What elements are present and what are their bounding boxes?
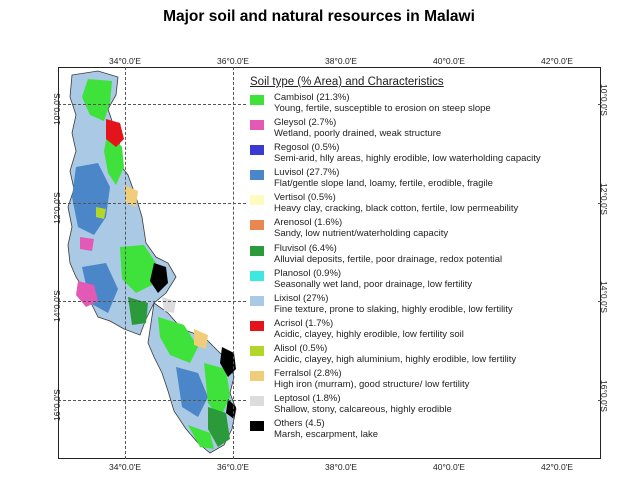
legend-item: Regosol (0.5%) Semi-arid, hlly areas, hig… [246,142,596,167]
latitude-label-left: 14°0.0'S [52,290,62,322]
latitude-label-right: 14°0.0'S [599,281,609,313]
legend-soil-description: Semi-arid, hlly areas, highly erodible, … [274,153,541,165]
legend-soil-description: Heavy clay, cracking, black cotton, fert… [274,203,519,215]
legend-soil-name: Cambisol (21.3%) [274,92,350,103]
legend-swatch [250,195,264,206]
cambisol-zone [120,245,156,293]
legend-swatch [250,145,264,156]
legend-soil-description: Sandy, low nutrient/waterholding capacit… [274,228,449,240]
longitude-label-bottom: 42°0.0'E [541,462,573,472]
legend-swatch [250,245,264,256]
legend-item: Luvisol (27.7%) Flat/gentle slope land, l… [246,167,596,192]
latitude-label-left: 10°0.0'S [52,93,62,125]
legend-swatch [250,320,264,331]
legend-item: Acrisol (1.7%) Acidic, clayey, highly ero… [246,318,596,343]
longitude-label-top: 36°0.0'E [217,56,249,66]
legend-soil-description: Shallow, stony, calcareous, highly erodi… [274,404,452,416]
legend-soil-name: Leptosol (1.8%) [274,393,341,405]
legend-soil-name: Fluvisol (6.4%) [274,242,337,254]
legend-swatch [250,170,264,181]
lake-area [220,347,236,377]
legend-soil-name: Vertisol (0.5%) [274,192,336,204]
cambisol-zone [82,79,112,121]
legend-swatch [250,220,264,231]
legend-swatch [250,120,264,131]
legend-item: Vertisol (0.5%) Heavy clay, cracking, bla… [246,192,596,217]
legend-soil-description: Alluvial deposits, fertile, poor drainag… [274,253,503,265]
cambisol-zone [188,425,214,449]
cambisol-zone [104,131,124,185]
lake-area [150,263,168,293]
alisol-zone [96,207,106,219]
legend-swatch [250,270,264,281]
legend-item: Fluvisol (6.4%) Alluvial deposits, fertil… [246,243,596,268]
legend-item: Planosol (0.9%) Seasonally wet land, poor… [246,268,596,293]
legend-item: Cambisol (21.3%) Young, fertile, suscepti… [246,92,596,117]
longitude-label-top: 40°0.0'E [433,56,465,66]
legend-soil-description: Marsh, escarpment, lake [274,429,379,441]
longitude-label-bottom: 40°0.0'E [433,462,465,472]
longitude-label-top: 34°0.0'E [109,56,141,66]
legend-item: Gleysol (2.7%) Wetland, poorly drained, w… [246,117,596,142]
gleysol-zone [76,281,98,307]
longitude-label-bottom: 34°0.0'E [109,462,141,472]
soil-legend: Soil type (% Area) and Characteristics C… [246,76,596,456]
legend-soil-description: Flat/gentle slope land, loamy, fertile, … [274,178,493,190]
legend-soil-name: Gleysol (2.7%) [274,117,337,129]
longitude-label-top: 38°0.0'E [325,56,357,66]
gleysol-zone [80,237,94,251]
legend-item: Others (4.5) Marsh, escarpment, lake [246,418,596,443]
fluvisol-zone [128,297,148,325]
legend-soil-description: Fine texture, prone to slaking, highly e… [274,303,513,315]
luvisol-zone [176,367,208,417]
legend-soil-description: Young, fertile, susceptible to erosion o… [274,103,491,114]
ferralsol-zone [194,329,208,349]
legend-swatch [250,95,264,105]
longitude-label-bottom: 36°0.0'E [217,462,249,472]
legend-soil-name: Lixisol (27%) [274,292,329,304]
cambisol-zone [204,363,230,419]
longitude-label-top: 42°0.0'E [541,56,573,66]
legend-swatch [250,295,264,306]
legend-soil-name: Alisol (0.5%) [274,342,328,354]
leptosol-zone [162,297,176,313]
legend-item: Leptosol (1.8%) Shallow, stony, calcareou… [246,393,596,418]
latitude-label-right: 10°0.0'S [599,84,609,116]
legend-swatch [250,421,264,432]
legend-item: Alisol (0.5%) Acidic, clayey, high alumin… [246,343,596,368]
legend-item: Ferralsol (2.8%) High iron (murram), good… [246,368,596,393]
legend-soil-description: Acidic, clayey, high aluminium, highly e… [274,353,517,365]
legend-soil-description: Wetland, poorly drained, weak structure [274,128,442,140]
page-title: Major soil and natural resources in Mala… [163,8,475,25]
latitude-label-right: 16°0.0'S [599,380,609,412]
legend-soil-name: Luvisol (27.7%) [274,167,340,179]
legend-soil-name: Arenosol (1.6%) [274,217,343,229]
fluvisol-zone [208,407,230,447]
legend-soil-description: Seasonally wet land, poor drainage, low … [274,278,473,290]
latitude-label-left: 12°0.0'S [52,192,62,224]
legend-item: Arenosol (1.6%) Sandy, low nutrient/water… [246,217,596,242]
legend-swatch [250,396,264,407]
legend-soil-name: Acrisol (1.7%) [274,317,334,329]
legend-soil-name: Ferralsol (2.8%) [274,368,342,380]
acrisol-zone [106,119,124,147]
legend-title: Soil type (% Area) and Characteristics [250,76,444,88]
legend-soil-name: Regosol (0.5%) [274,142,340,154]
legend-soil-name: Others (4.5) [274,418,325,430]
ferralsol-zone [124,185,138,207]
latitude-label-right: 12°0.0'S [599,183,609,215]
longitude-label-bottom: 38°0.0'E [325,462,357,472]
longitude-gridline [125,67,126,459]
legend-swatch [250,345,264,356]
legend-soil-name: Planosol (0.9%) [274,267,342,279]
latitude-label-left: 16°0.0'S [52,389,62,421]
legend-items: Cambisol (21.3%) Young, fertile, suscepti… [246,92,596,443]
malawi-soil-map [67,70,237,454]
legend-swatch [250,371,264,382]
legend-soil-description: High iron (murram), good structure/ low … [274,379,470,391]
legend-item: Lixisol (27%) Fine texture, prone to slak… [246,293,596,318]
longitude-gridline [233,67,234,459]
cambisol-zone [158,317,198,363]
legend-soil-description: Acidic, clayey, highly erodible, low fer… [274,328,464,340]
